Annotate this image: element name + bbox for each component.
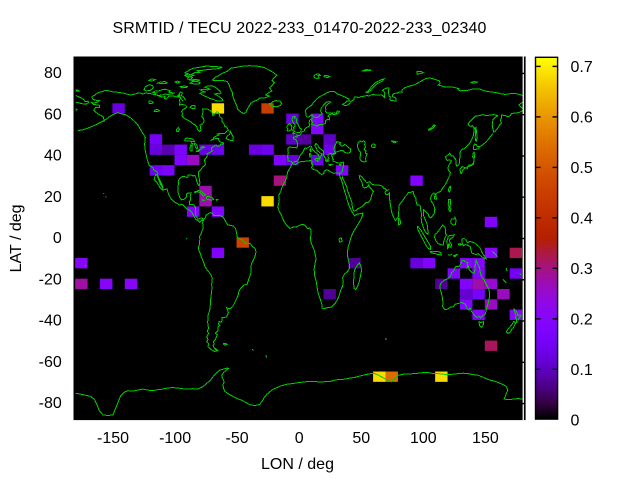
svg-text:0.4: 0.4 — [571, 210, 593, 227]
svg-text:0.2: 0.2 — [571, 311, 593, 328]
svg-text:-50: -50 — [226, 430, 249, 447]
svg-text:-60: -60 — [39, 354, 62, 371]
svg-text:LON / deg: LON / deg — [261, 456, 334, 473]
svg-text:150: 150 — [472, 430, 499, 447]
svg-text:SRMTID / TECU 2022-233_01470-2: SRMTID / TECU 2022-233_01470-2022-233_02… — [112, 20, 486, 37]
svg-text:20: 20 — [44, 189, 62, 206]
svg-text:0: 0 — [53, 230, 62, 247]
svg-text:0.6: 0.6 — [571, 109, 593, 126]
svg-text:-80: -80 — [39, 395, 62, 412]
svg-text:0: 0 — [295, 430, 304, 447]
svg-text:0.3: 0.3 — [571, 261, 593, 278]
svg-text:40: 40 — [44, 148, 62, 165]
svg-text:80: 80 — [44, 65, 62, 82]
svg-text:-20: -20 — [39, 271, 62, 288]
svg-text:-150: -150 — [97, 430, 129, 447]
svg-text:LAT / deg: LAT / deg — [8, 204, 25, 272]
svg-text:50: 50 — [352, 430, 370, 447]
svg-text:-100: -100 — [159, 430, 191, 447]
svg-text:0.1: 0.1 — [571, 362, 593, 379]
svg-text:-40: -40 — [39, 313, 62, 330]
svg-text:0: 0 — [571, 412, 580, 429]
svg-text:60: 60 — [44, 106, 62, 123]
svg-text:0.7: 0.7 — [571, 59, 593, 76]
svg-text:0.5: 0.5 — [571, 160, 593, 177]
svg-text:100: 100 — [410, 430, 437, 447]
